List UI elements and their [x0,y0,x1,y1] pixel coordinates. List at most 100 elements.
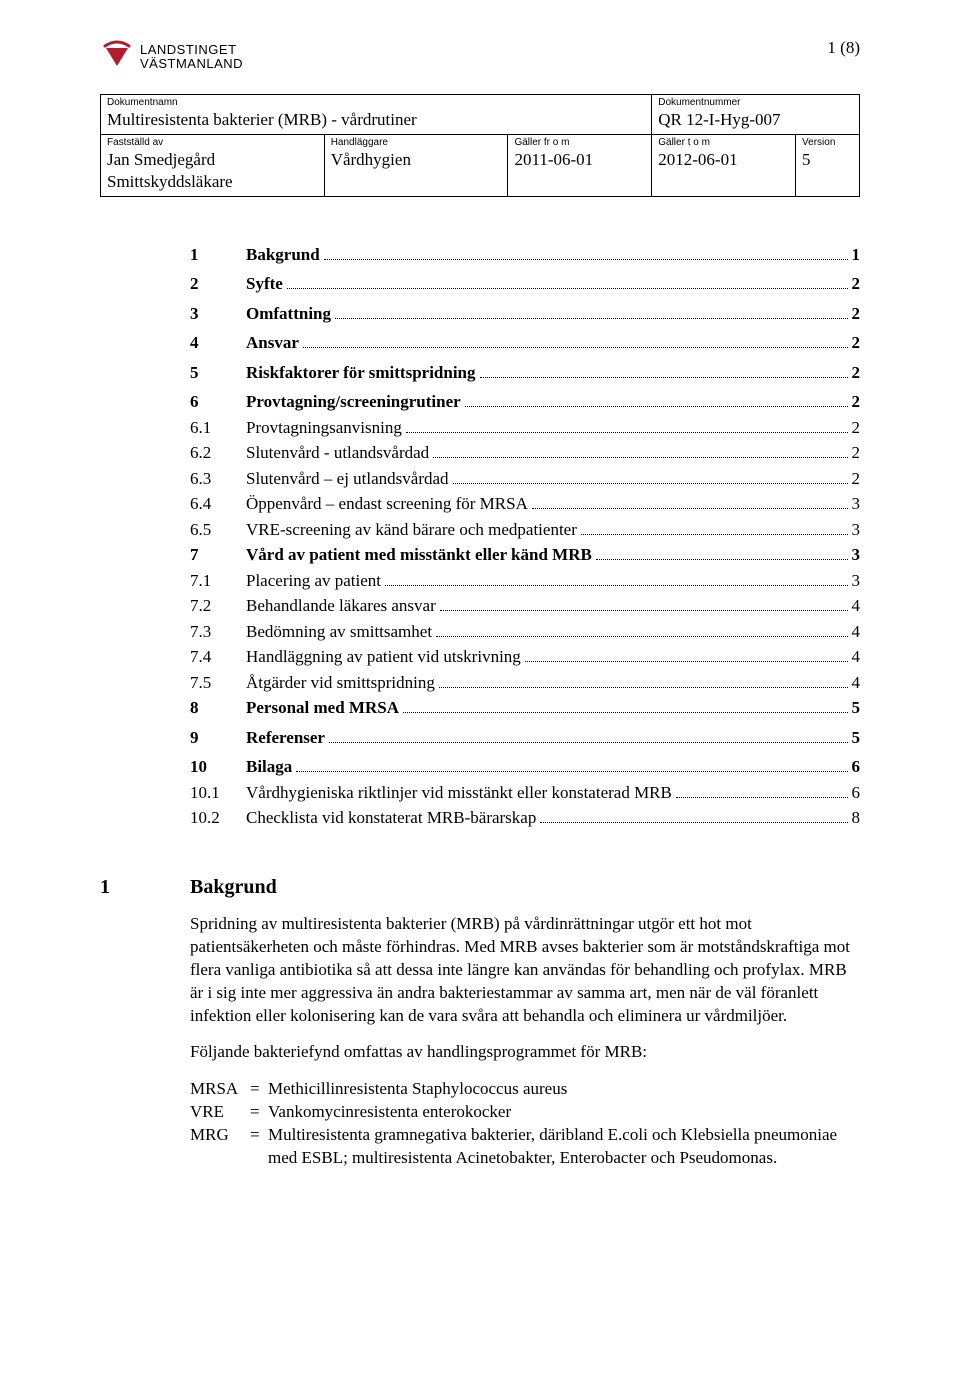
toc-num: 6.4 [190,491,246,517]
ht-value-dokumentnummer: QR 12-I-Hyg-007 [658,109,853,130]
ht-value-dokumentnamn: Multiresistenta bakterier (MRB) - vårdru… [107,109,645,130]
toc-entry: 1Bakgrund1 [190,242,860,268]
logo-line2: VÄSTMANLAND [140,56,243,71]
section-number: 1 [100,876,190,1170]
toc-text: Öppenvård – endast screening för MRSA [246,491,528,517]
toc-text: Behandlande läkares ansvar [246,593,436,619]
toc-entry: 7.1Placering av patient3 [190,568,860,594]
toc-entry: 3Omfattning2 [190,301,860,327]
ht-version: Version 5 [796,135,860,197]
toc-page: 3 [852,491,861,517]
toc-page: 4 [852,670,861,696]
page-number: 1 (8) [827,38,860,58]
toc-text: Slutenvård - utlandsvårdad [246,440,429,466]
toc-num: 6.5 [190,517,246,543]
toc-leader-dots [581,521,848,535]
toc-text: Personal med MRSA [246,695,399,721]
toc-leader-dots [329,729,848,743]
toc-entry: 8Personal med MRSA5 [190,695,860,721]
toc-entry: 6.4Öppenvård – endast screening för MRSA… [190,491,860,517]
toc-num: 4 [190,330,246,356]
toc-text: Slutenvård – ej utlandsvårdad [246,466,449,492]
toc-leader-dots [439,674,848,688]
ht-label-faststalld: Fastställd av [107,137,318,149]
toc-leader-dots [453,470,848,484]
toc-page: 2 [852,466,861,492]
toc-page: 5 [852,725,861,751]
toc-leader-dots [480,364,848,378]
ht-handlaggare: Handläggare Vårdhygien [324,135,508,197]
toc-num: 8 [190,695,246,721]
ht-label-version: Version [802,137,853,149]
toc-num: 7.3 [190,619,246,645]
toc-entry: 7.5Åtgärder vid smittspridning4 [190,670,860,696]
toc-text: Vårdhygieniska riktlinjer vid misstänkt … [246,780,672,806]
toc-num: 6.2 [190,440,246,466]
toc-text: Bilaga [246,754,292,780]
toc-leader-dots [532,496,848,510]
toc-num: 1 [190,242,246,268]
table-of-contents: 1Bakgrund12Syfte23Omfattning24Ansvar25Ri… [190,242,860,831]
toc-leader-dots [406,419,848,433]
section-bakgrund: 1 Bakgrund Spridning av multiresistenta … [100,876,860,1170]
def-term: MRG [190,1124,250,1170]
toc-num: 5 [190,360,246,386]
ht-galler-tom: Gäller t o m 2012-06-01 [652,135,796,197]
toc-entry: 6Provtagning/screeningrutiner2 [190,389,860,415]
toc-num: 9 [190,725,246,751]
toc-entry: 6.2Slutenvård - utlandsvårdad 2 [190,440,860,466]
toc-text: VRE-screening av känd bärare och medpati… [246,517,577,543]
def-term: VRE [190,1101,250,1124]
def-term: MRSA [190,1078,250,1101]
toc-text: Handläggning av patient vid utskrivning [246,644,521,670]
toc-entry: 10Bilaga 6 [190,754,860,780]
toc-leader-dots [676,784,848,798]
toc-num: 2 [190,271,246,297]
toc-leader-dots [525,649,848,663]
toc-num: 10 [190,754,246,780]
section-title: Bakgrund [190,876,860,899]
ht-value-faststalld: Jan Smedjegård Smittskyddsläkare [107,149,318,192]
toc-page: 2 [852,389,861,415]
toc-text: Provtagningsanvisning [246,415,402,441]
toc-entry: 2Syfte2 [190,271,860,297]
toc-text: Omfattning [246,301,331,327]
definitions-list: MRSA=Methicillinresistenta Staphylococcu… [190,1078,860,1170]
toc-num: 3 [190,301,246,327]
ht-value-galler-from: 2011-06-01 [514,149,645,170]
ht-value-handlaggare: Vårdhygien [331,149,502,170]
definition-row: VRE=Vankomycinresistenta enterokocker [190,1101,860,1124]
toc-num: 7.5 [190,670,246,696]
toc-page: 6 [852,754,861,780]
toc-page: 3 [852,517,861,543]
toc-text: Ansvar [246,330,299,356]
toc-num: 6.3 [190,466,246,492]
toc-text: Bedömning av smittsamhet [246,619,432,645]
toc-num: 7.4 [190,644,246,670]
ht-dokumentnamn: Dokumentnamn Multiresistenta bakterier (… [101,95,652,135]
page: 1 (8) LANDSTINGET VÄSTMANLAND Dokumentna… [0,0,960,1378]
toc-entry: 6.1Provtagningsanvisning2 [190,415,860,441]
paragraph-1: Spridning av multiresistenta bakterier (… [190,913,860,1028]
toc-leader-dots [324,246,848,260]
toc-page: 2 [852,440,861,466]
toc-text: Checklista vid konstaterat MRB-bärarskap [246,805,536,831]
logo-block: LANDSTINGET VÄSTMANLAND [100,40,860,74]
toc-leader-dots [440,598,848,612]
ht-value-galler-tom: 2012-06-01 [658,149,789,170]
toc-leader-dots [296,759,847,773]
toc-page: 1 [852,242,861,268]
def-equals: = [250,1101,268,1124]
toc-leader-dots [433,445,847,459]
ht-label-dokumentnamn: Dokumentnamn [107,97,645,109]
toc-entry: 7.3Bedömning av smittsamhet4 [190,619,860,645]
section-body: Bakgrund Spridning av multiresistenta ba… [190,876,860,1170]
toc-leader-dots [385,572,847,586]
toc-num: 7.1 [190,568,246,594]
toc-page: 2 [852,330,861,356]
toc-text: Vård av patient med misstänkt eller känd… [246,542,592,568]
ht-value-version: 5 [802,149,853,170]
toc-num: 6.1 [190,415,246,441]
toc-page: 8 [852,805,861,831]
ht-dokumentnummer: Dokumentnummer QR 12-I-Hyg-007 [652,95,860,135]
